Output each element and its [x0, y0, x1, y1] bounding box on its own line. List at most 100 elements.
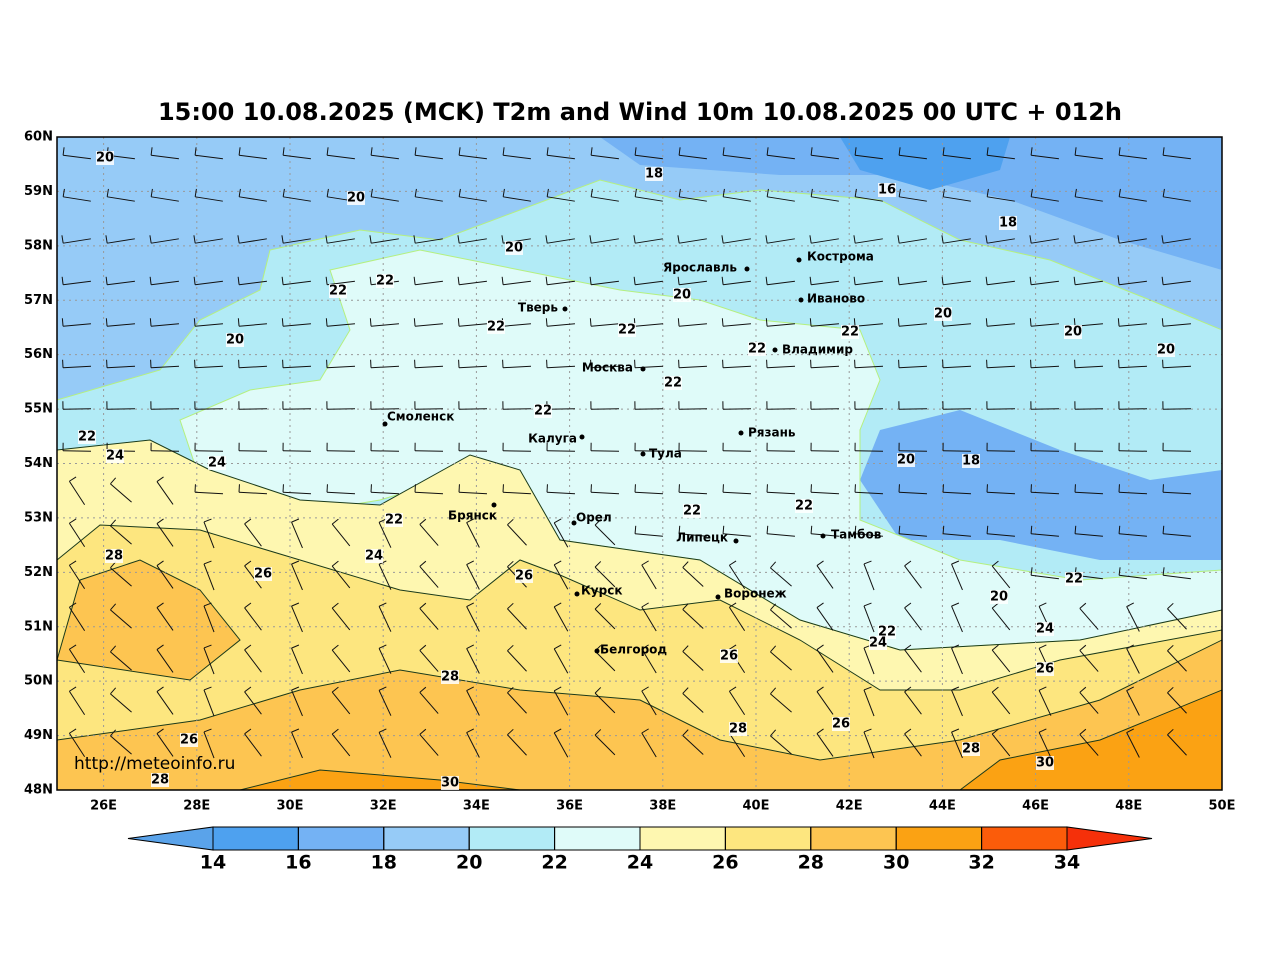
wind-barb: [156, 565, 174, 589]
colorbar-box: [554, 826, 641, 851]
wind-barb: [106, 188, 109, 197]
contour-label-bg: [683, 504, 701, 518]
wind-barb: [68, 648, 86, 674]
contour-label-bg: [795, 499, 813, 513]
contour-label: 22: [878, 625, 896, 640]
city-dot: [820, 533, 826, 539]
wind-barb: [678, 525, 681, 534]
wind-barb: [415, 154, 443, 160]
wind-barb: [594, 524, 616, 546]
wind-barb: [378, 686, 387, 691]
contour-label: 22: [376, 274, 394, 289]
wind-barb: [634, 147, 637, 156]
wind-barb: [722, 491, 752, 495]
wind-barb: [239, 323, 267, 327]
wind-barb: [682, 651, 704, 671]
contour-label-bg: [1036, 662, 1054, 676]
wind-barb: [1163, 154, 1191, 160]
wind-barb: [951, 731, 963, 759]
wind-barb: [641, 606, 657, 632]
city-dot: [594, 648, 600, 654]
wind-barb: [239, 280, 267, 286]
colorbar-label: 26: [712, 852, 738, 874]
wind-barb: [193, 318, 196, 327]
map-frame: [56, 136, 1223, 791]
contour-label-bg: [720, 649, 738, 663]
wind-barb: [244, 686, 252, 693]
contour-label: 20: [347, 191, 365, 206]
contour-label-bg: [1157, 343, 1175, 357]
colorbar-label: 34: [1054, 852, 1080, 874]
wind-barb: [331, 523, 351, 547]
wind-barb: [589, 276, 592, 285]
wind-barb: [507, 734, 527, 756]
wind-barb: [904, 691, 922, 715]
wind-barb: [723, 238, 751, 244]
contour-label-bg: [934, 307, 952, 321]
wind-barb: [855, 533, 883, 537]
wind-barb: [942, 188, 945, 197]
wind-barb: [1118, 525, 1121, 534]
wind-barb: [415, 280, 443, 286]
wind-barb: [419, 728, 427, 735]
wind-barb: [863, 602, 872, 607]
contour-label-bg: [180, 733, 198, 747]
contour-label-bg: [673, 288, 691, 302]
contour-label-bg: [487, 320, 505, 334]
lon-label: 38E: [649, 799, 676, 814]
wind-barb: [951, 728, 960, 733]
wind-barb: [810, 365, 840, 369]
wind-barb: [466, 732, 480, 758]
wind-barb: [1126, 686, 1134, 691]
wind-barb: [1119, 323, 1147, 327]
contour-label-bg: [534, 404, 552, 418]
wind-barb: [1075, 533, 1103, 537]
city-name: Кострома: [807, 250, 874, 264]
wind-barb: [1079, 602, 1087, 609]
wind-barb: [591, 323, 619, 327]
contour-label: 28: [151, 773, 169, 788]
lat-label: 54N: [24, 456, 53, 471]
wind-barb: [327, 154, 355, 160]
wind-barb: [677, 276, 680, 285]
wind-barb: [507, 686, 514, 694]
wind-barb: [589, 235, 592, 244]
wind-barb: [899, 533, 927, 537]
wind-barb: [203, 563, 215, 591]
lat-label: 58N: [24, 238, 53, 253]
wind-barb: [156, 523, 174, 547]
wind-barb: [1162, 147, 1165, 156]
wind-barb: [62, 188, 65, 197]
wind-barb: [283, 238, 311, 244]
wind-barb: [904, 686, 912, 693]
wind-barb: [1075, 238, 1103, 244]
city-name: Ярославль: [663, 261, 737, 275]
city-dot: [579, 434, 585, 440]
wind-barb: [546, 491, 576, 495]
wind-barb: [413, 276, 416, 285]
wind-barb: [899, 238, 927, 244]
wind-barb: [156, 733, 174, 757]
wind-barb: [1073, 276, 1076, 285]
wind-barb: [635, 280, 663, 286]
city-name: Рязань: [748, 426, 796, 440]
wind-barb: [325, 235, 328, 244]
wind-barb: [594, 566, 616, 588]
lat-label: 50N: [24, 674, 53, 689]
wind-barb: [942, 525, 945, 534]
wind-barb: [419, 686, 427, 693]
wind-barb: [1162, 567, 1165, 576]
contour-label-bg: [105, 549, 123, 563]
wind-barb: [291, 560, 300, 565]
wind-barb: [767, 154, 795, 160]
lon-label: 30E: [277, 799, 304, 814]
city-dot: [798, 297, 804, 303]
wind-barb: [723, 154, 751, 160]
wind-barb: [68, 480, 86, 506]
wind-barb: [68, 690, 86, 716]
wind-barb: [898, 365, 928, 369]
wind-barb: [677, 235, 680, 244]
wind-barb: [68, 564, 86, 590]
wind-barb: [1126, 648, 1140, 674]
wind-barb: [156, 728, 164, 734]
